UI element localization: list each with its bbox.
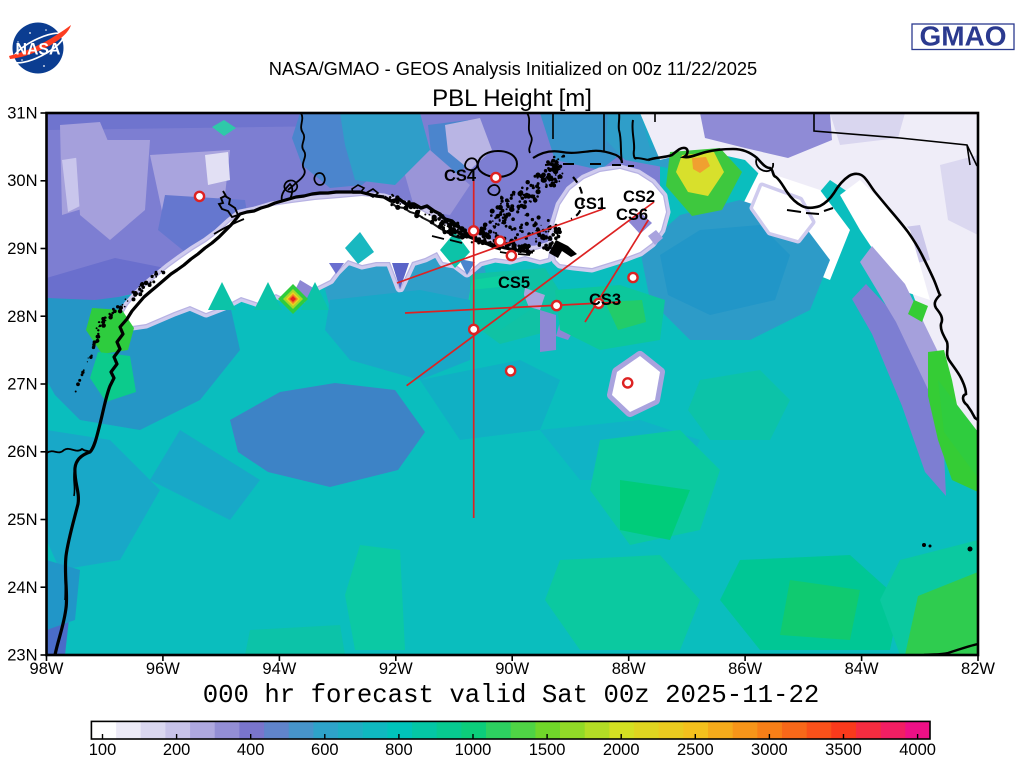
svg-text:200: 200 [163, 741, 191, 759]
svg-text:26N: 26N [7, 443, 37, 461]
svg-text:GMAO: GMAO [919, 21, 1006, 52]
svg-text:3500: 3500 [825, 741, 862, 759]
svg-text:100: 100 [89, 741, 117, 759]
svg-text:CS5: CS5 [498, 274, 530, 292]
svg-text:88W: 88W [612, 660, 646, 678]
svg-text:000 hr forecast valid Sat 00z: 000 hr forecast valid Sat 00z 2025-11-22 [203, 681, 820, 710]
svg-text:800: 800 [385, 741, 413, 759]
svg-text:NASA/GMAO - GEOS Analysis Init: NASA/GMAO - GEOS Analysis Initialized on… [269, 58, 757, 79]
svg-text:25N: 25N [7, 511, 37, 529]
svg-text:23N: 23N [7, 647, 37, 665]
svg-text:82W: 82W [961, 660, 995, 678]
svg-text:NASA: NASA [16, 40, 61, 59]
svg-text:92W: 92W [379, 660, 413, 678]
svg-text:2000: 2000 [603, 741, 640, 759]
svg-text:94W: 94W [262, 660, 296, 678]
svg-text:2500: 2500 [677, 741, 714, 759]
svg-text:29N: 29N [7, 240, 37, 258]
svg-text:CS1: CS1 [574, 195, 606, 213]
svg-text:400: 400 [237, 741, 265, 759]
svg-text:600: 600 [311, 741, 339, 759]
svg-text:3000: 3000 [751, 741, 788, 759]
svg-text:CS3: CS3 [589, 291, 621, 309]
svg-text:1500: 1500 [529, 741, 566, 759]
svg-text:86W: 86W [728, 660, 762, 678]
svg-text:98W: 98W [30, 660, 64, 678]
svg-text:27N: 27N [7, 376, 37, 394]
svg-text:90W: 90W [495, 660, 529, 678]
svg-text:28N: 28N [7, 308, 37, 326]
svg-text:PBL Height [m]: PBL Height [m] [432, 85, 592, 112]
svg-text:96W: 96W [146, 660, 180, 678]
svg-text:24N: 24N [7, 579, 37, 597]
svg-text:30N: 30N [7, 172, 37, 190]
svg-text:CS6: CS6 [616, 206, 648, 224]
svg-text:4000: 4000 [899, 741, 936, 759]
svg-text:CS2: CS2 [623, 188, 655, 206]
svg-text:31N: 31N [7, 105, 37, 123]
svg-text:84W: 84W [845, 660, 879, 678]
svg-text:CS4: CS4 [444, 167, 477, 185]
svg-text:1000: 1000 [455, 741, 492, 759]
